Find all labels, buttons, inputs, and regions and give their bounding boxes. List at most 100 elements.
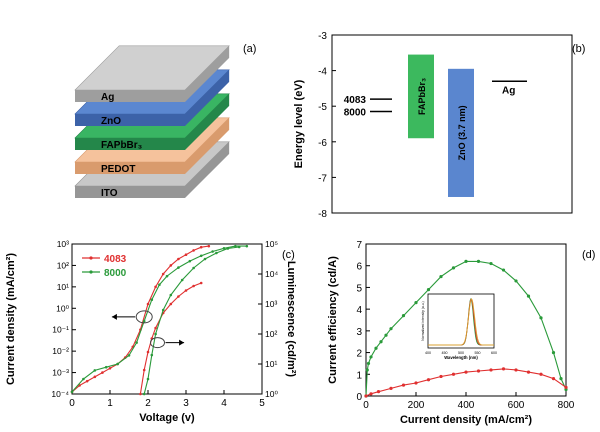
series-point	[135, 341, 138, 344]
x-tick-label: 5	[259, 398, 265, 409]
series-point	[539, 316, 543, 320]
x-tick-label: 400	[458, 400, 475, 411]
series-point	[203, 257, 207, 261]
x-tick-label: 0	[69, 398, 75, 409]
series-point	[146, 350, 150, 354]
series-point	[526, 294, 531, 298]
y-tick-label: 0	[356, 392, 362, 403]
x-tick-label: 3	[183, 398, 189, 409]
x-tick-label: 1	[107, 398, 113, 409]
x-tick-label: 0	[363, 400, 369, 411]
series-point	[116, 362, 119, 366]
y-left-axis-label: Current density (mA/cm²)	[5, 253, 17, 385]
series-point	[177, 257, 180, 261]
series-point	[234, 244, 237, 248]
y-tick-label: -7	[318, 173, 327, 184]
annotation-arrowhead	[111, 313, 117, 320]
energy-level-label: 4083	[344, 95, 367, 106]
energy-bar	[408, 54, 434, 139]
series-point	[177, 295, 180, 298]
series-point	[389, 327, 393, 331]
series-point	[376, 390, 381, 394]
series-point	[451, 372, 456, 376]
series-point	[142, 368, 146, 372]
series-point	[476, 259, 481, 263]
series-point	[501, 367, 506, 371]
series-point	[192, 284, 195, 288]
y-tick-label: 5	[356, 283, 362, 294]
series-point	[426, 288, 431, 292]
series-point	[379, 340, 383, 344]
series-point	[489, 261, 493, 266]
series-point	[101, 371, 104, 374]
series-point	[192, 249, 195, 252]
inset-x-axis-label: Wavelength (nm)	[444, 355, 478, 360]
legend-marker	[89, 270, 93, 274]
series-point	[154, 326, 157, 330]
inset-y-axis-label: Normalized intensity (a.u.)	[421, 301, 425, 340]
series-point	[439, 274, 443, 279]
layer-label: ITO	[101, 188, 118, 199]
series-point	[150, 353, 154, 357]
series-line	[365, 368, 567, 397]
y-left-tick-label: 10⁻³	[52, 368, 69, 378]
series-point	[245, 244, 249, 248]
series-point	[215, 251, 218, 255]
series-point	[237, 245, 241, 249]
layer-front-face	[75, 162, 185, 174]
series-point	[150, 298, 154, 302]
series-point	[165, 274, 169, 278]
series-point	[489, 368, 493, 372]
annotation-ellipse	[135, 310, 153, 324]
y-axis-label: Energy level (eV)	[293, 79, 305, 168]
y-right-tick-label: 10³	[265, 299, 277, 309]
series-point	[180, 278, 184, 282]
energy-bar-label: ZnO (3.7 nm)	[457, 105, 467, 160]
series-point	[161, 308, 165, 312]
series-point	[146, 377, 150, 381]
series-point	[199, 245, 203, 249]
y-left-tick-label: 10³	[57, 239, 69, 249]
series-point	[564, 385, 568, 389]
y-tick-label: 6	[356, 262, 362, 273]
layer-front-face	[75, 138, 185, 150]
inset-x-tick-label: 550	[475, 351, 481, 355]
series-point	[439, 374, 443, 379]
inset-series-line	[428, 298, 494, 346]
series-point	[539, 372, 543, 376]
x-tick-label: 600	[508, 400, 525, 411]
series-point	[551, 350, 556, 355]
efficiency-chart: 0 200 400 600 800 0 1 2 3 4 5 6 7 Current density (mA…	[327, 240, 595, 426]
series-line	[143, 246, 240, 395]
series-point	[464, 370, 468, 374]
panel-a-device-stack: (a) ITO PEDOT FAPbBr₃ ZnO Ag	[0, 0, 290, 230]
series-point	[551, 377, 556, 381]
series-point	[139, 392, 142, 396]
plot-frame	[331, 34, 573, 214]
series-point	[365, 368, 369, 372]
layer-side-face	[185, 69, 230, 126]
series-point	[192, 266, 195, 270]
layer-label: FAPbBr₃	[101, 140, 143, 151]
panel-b-energy-levels: -3 -4 -5 -6 -7 -8 Energy level (eV) (b) 4083 8000…	[290, 0, 600, 230]
y-tick-label: -3	[318, 31, 327, 42]
series-point	[526, 370, 531, 374]
energy-level-label: Ag	[502, 85, 515, 96]
y-left-tick-label: 10²	[57, 260, 69, 270]
annotation-ellipse	[150, 337, 165, 349]
series-point	[184, 253, 188, 257]
layer-side-face	[185, 93, 230, 150]
layer-front-face	[75, 186, 185, 198]
series-point	[184, 289, 188, 292]
series-point	[199, 254, 203, 258]
series-point	[514, 368, 518, 372]
energy-level-chart: -3 -4 -5 -6 -7 -8 Energy level (eV) (b) 4083 8000…	[293, 31, 585, 220]
y-left-tick-label: 10⁻¹	[52, 325, 69, 335]
annotation-arrowhead	[179, 339, 185, 346]
energy-bar-label: FAPbBr₃	[417, 78, 427, 115]
y-axis-label: Current efficiency (cd/A)	[327, 256, 339, 384]
y-tick-label: 4	[356, 305, 362, 316]
inset-x-tick-label: 450	[442, 351, 448, 355]
series-point	[127, 354, 131, 357]
series-point	[104, 365, 108, 369]
